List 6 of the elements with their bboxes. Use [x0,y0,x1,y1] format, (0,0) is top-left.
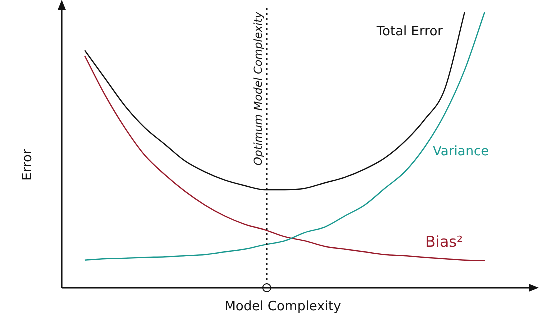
series-label: Variance [433,144,490,160]
x-axis-title: Model Complexity [224,299,342,314]
annotation: Optimum Model Complexity [252,12,266,166]
y-axis-title: Error [20,148,36,181]
series-label: Bias² [426,232,463,251]
series-label: Total Error [376,24,444,40]
